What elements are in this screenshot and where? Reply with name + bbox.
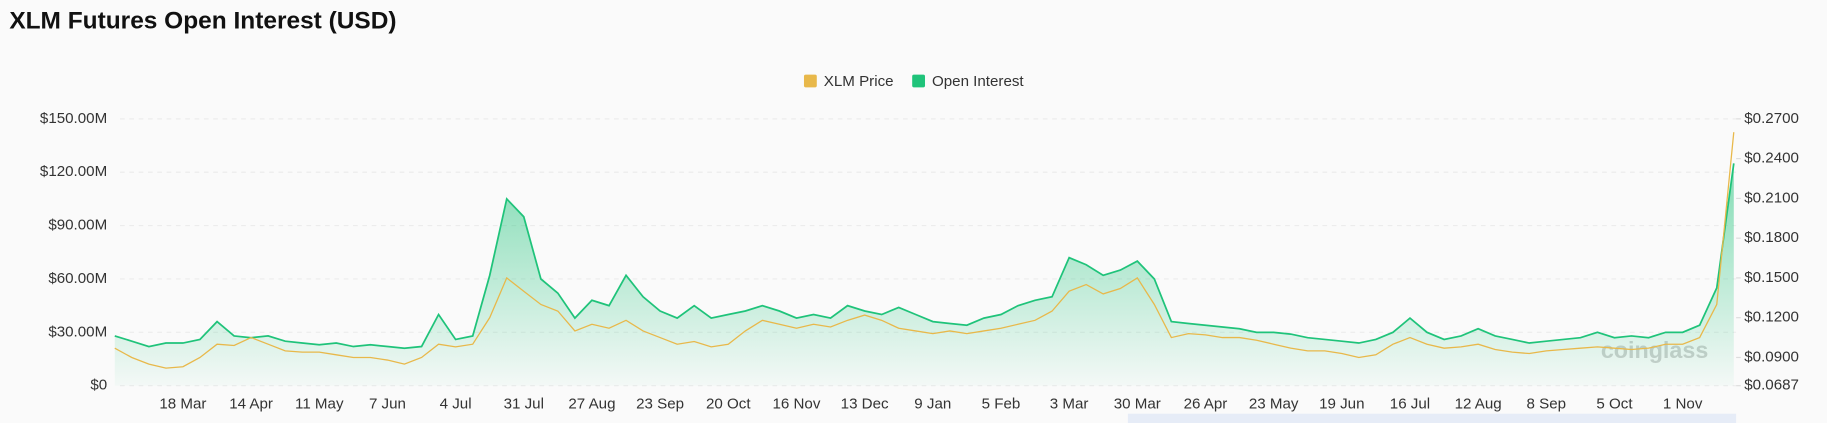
x-tick-label: 19 Jun	[1319, 395, 1364, 412]
x-tick-label: 8 Sep	[1527, 395, 1567, 412]
x-tick-label: 20 Oct	[706, 395, 751, 412]
x-tick-label: 23 May	[1249, 395, 1299, 412]
scroll-range	[1127, 413, 1737, 423]
area	[114, 163, 1734, 386]
y-tick-label: $90.00M	[48, 217, 107, 234]
legend-swatch	[803, 74, 817, 88]
x-tick-label: 3 Mar	[1050, 395, 1089, 412]
y2-tick-label: $0.1200	[1744, 309, 1799, 326]
y-tick-label: $150.00M	[40, 110, 107, 127]
y2-tick-label: $0.0900	[1744, 348, 1799, 365]
x-tick-label: 9 Jan	[914, 395, 951, 412]
x-tick-label: 4 Jul	[440, 395, 472, 412]
x-tick-label: 5 Feb	[982, 395, 1021, 412]
y2-tick-label: $0.0687	[1744, 377, 1799, 394]
x-tick-label: 16 Nov	[772, 395, 820, 412]
line	[114, 132, 1735, 369]
y-tick-label: $30.00M	[48, 323, 107, 340]
y2-tick-label: $0.2400	[1744, 150, 1799, 167]
y-tick-label: $120.00M	[40, 163, 107, 180]
legend-label: Open Interest	[932, 73, 1024, 90]
x-tick-label: 14 Apr	[229, 395, 273, 412]
x-tick-label: 23 Sep	[636, 395, 684, 412]
x-tick-label: 12 Aug	[1455, 395, 1502, 412]
x-tick-label: 26 Apr	[1184, 395, 1228, 412]
legend-label: XLM Price	[824, 73, 894, 90]
x-tick-label: 18 Mar	[159, 395, 206, 412]
x-tick-label: 31 Jul	[504, 395, 544, 412]
x-tick-label: 13 Dec	[841, 395, 889, 412]
x-tick-label: 7 Jun	[369, 395, 406, 412]
legend: XLM Price Open Interest	[803, 73, 1024, 90]
legend-swatch	[912, 74, 926, 88]
y-tick-label: $0	[90, 377, 107, 394]
x-tick-label: 5 Oct	[1596, 395, 1633, 412]
y2-tick-label: $0.2100	[1744, 189, 1799, 206]
y-tick-label: $60.00M	[48, 270, 107, 287]
chart-title: XLM Futures Open Interest (USD)	[9, 8, 396, 35]
line	[114, 163, 1735, 350]
x-tick-label: 16 Jul	[1390, 395, 1430, 412]
x-tick-label: 30 Mar	[1114, 395, 1161, 412]
y2-tick-label: $0.2700	[1744, 110, 1799, 127]
x-tick-label: 27 Aug	[568, 395, 615, 412]
x-tick-label: 11 May	[295, 395, 344, 412]
y2-tick-label: $0.1500	[1744, 269, 1799, 286]
x-tick-label: 1 Nov	[1663, 395, 1703, 412]
y2-tick-label: $0.1800	[1744, 229, 1799, 246]
